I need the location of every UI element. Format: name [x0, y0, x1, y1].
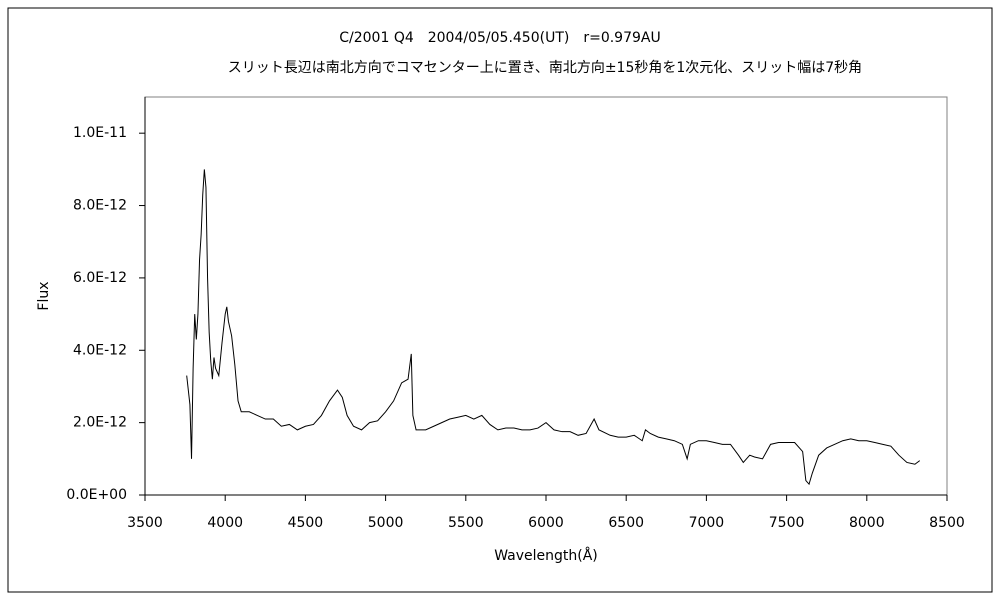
y-tick-label: 6.0E-12 — [73, 270, 127, 286]
y-tick-label: 2.0E-12 — [73, 415, 127, 431]
plot-area — [144, 96, 948, 496]
y-tick-label: 8.0E-12 — [73, 198, 127, 214]
y-tick-label: 4.0E-12 — [73, 342, 127, 358]
x-tick-label: 4500 — [288, 515, 324, 531]
y-tick-label: 0.0E+00 — [66, 487, 127, 503]
spectrum-line — [186, 169, 921, 486]
chart-title: C/2001 Q4 2004/05/05.450(UT) r=0.979AU — [339, 30, 660, 46]
x-tick-label: 4000 — [207, 515, 243, 531]
y-axis-label: Flux — [36, 281, 52, 310]
x-tick-label: 8000 — [849, 515, 885, 531]
y-tick-label: 1.0E-11 — [73, 125, 127, 141]
chart-subtitle: スリット長辺は南北方向でコマセンター上に置き、南北方向±15秒角を1次元化、スリ… — [228, 60, 862, 76]
x-tick-label: 7000 — [689, 515, 725, 531]
x-tick-label: 6000 — [528, 515, 564, 531]
x-tick-label: 5000 — [368, 515, 404, 531]
x-tick-label: 5500 — [448, 515, 484, 531]
x-axis-label: Wavelength(Å) — [494, 547, 598, 564]
x-tick-label: 6500 — [608, 515, 644, 531]
x-tick-label: 3500 — [127, 515, 163, 531]
x-tick-label: 8500 — [929, 515, 965, 531]
x-tick-label: 7500 — [769, 515, 805, 531]
